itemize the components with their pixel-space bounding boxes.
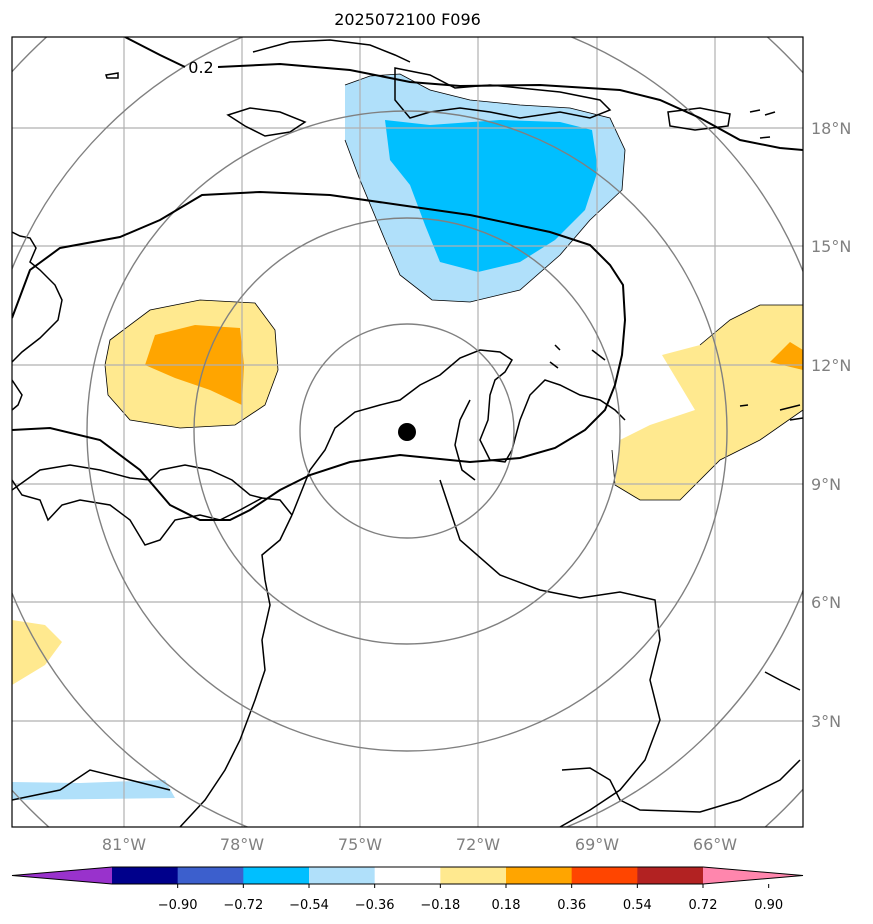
lat-lon-grid — [12, 37, 803, 827]
colorbar-outline — [11, 866, 804, 885]
map-border — [11, 36, 804, 828]
colorbar — [11, 866, 804, 888]
colorbar-tick-label: −0.36 — [355, 898, 395, 913]
negative-anomaly-region-north — [345, 74, 625, 302]
colorbar-tick-label: −0.18 — [420, 898, 460, 913]
colorbar-bin — [177, 867, 244, 884]
contour-label: 0.2 — [188, 58, 213, 77]
lon-label: 78°W — [220, 835, 264, 854]
lat-label: 18°N — [811, 119, 851, 138]
colorbar-tick-label: 0.90 — [754, 898, 783, 913]
lon-label: 81°W — [102, 835, 146, 854]
colorbar-extend-low — [12, 867, 112, 884]
lon-label: 72°W — [456, 835, 500, 854]
colorbar-tick-label: −0.72 — [223, 898, 263, 913]
colorbar-tick-label: −0.54 — [289, 898, 329, 913]
colorbar-tick-label: 0.54 — [623, 898, 652, 913]
colorbar-bin — [506, 867, 573, 884]
lon-label: 66°W — [693, 835, 737, 854]
lat-label: 3°N — [811, 712, 841, 731]
lon-label: 75°W — [338, 835, 382, 854]
colorbar-tick-labels: −0.90 −0.72 −0.54 −0.36 −0.18 0.18 0.36 0.54 0.7… — [158, 898, 783, 913]
negative-anomaly-region-southwest — [12, 780, 175, 800]
shading-outlines — [104, 73, 803, 501]
longitude-labels: 81°W 78°W 75°W 72°W 69°W 66°W — [102, 835, 737, 854]
colorbar-bin — [309, 867, 376, 884]
map-title: 2025072100 F096 — [334, 10, 481, 29]
storm-center-marker — [398, 423, 416, 441]
colorbar-tick-label: 0.18 — [492, 898, 521, 913]
colorbar-bin — [440, 867, 507, 884]
positive-anomaly-region-southwest — [12, 620, 62, 685]
coastlines — [12, 39, 803, 827]
colorbar-bin — [243, 867, 310, 884]
latitude-labels: 18°N 15°N 12°N 9°N 6°N 3°N — [811, 119, 851, 731]
lon-label: 69°W — [575, 835, 619, 854]
colorbar-tick-label: 0.36 — [557, 898, 586, 913]
colorbar-bin — [637, 867, 704, 884]
colorbar-tick-label: 0.72 — [689, 898, 718, 913]
colorbar-tick-label: −0.90 — [158, 898, 198, 913]
lat-label: 12°N — [811, 356, 851, 375]
lat-label: 6°N — [811, 593, 841, 612]
lat-label: 9°N — [811, 475, 841, 494]
colorbar-extend-high — [703, 867, 803, 884]
colorbar-bin — [112, 867, 179, 884]
positive-anomaly-region-east — [615, 305, 803, 500]
colorbar-bin — [571, 867, 638, 884]
contour-line-0.2 — [12, 37, 803, 521]
colorbar-bin — [374, 867, 441, 884]
lat-label: 15°N — [811, 237, 851, 256]
